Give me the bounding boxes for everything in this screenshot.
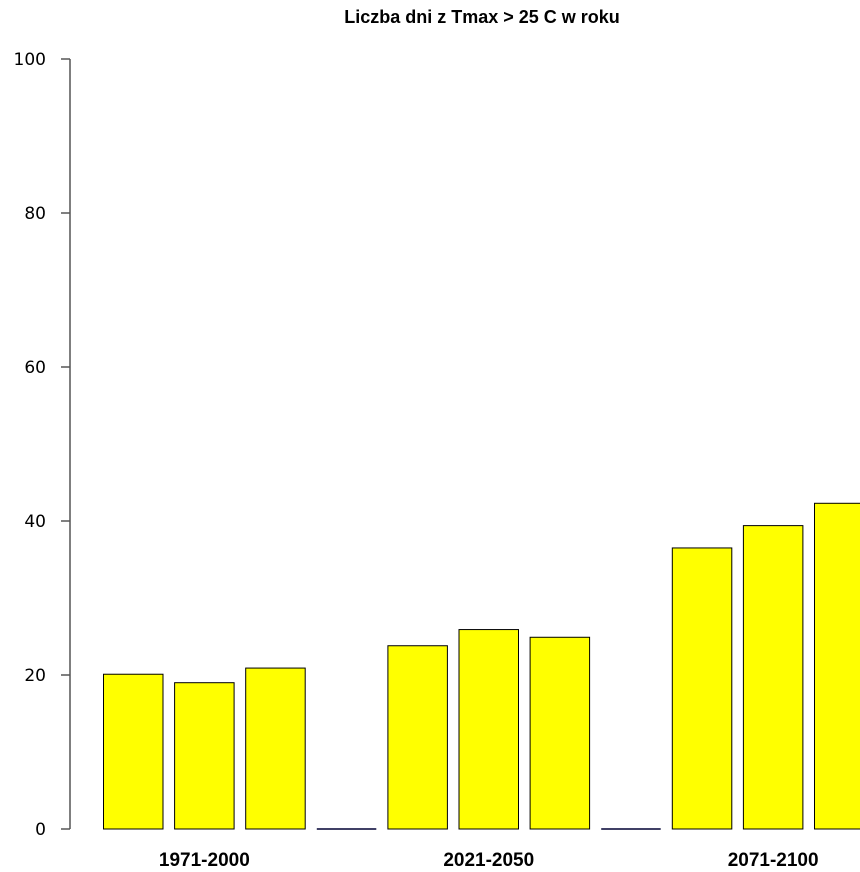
x-category-label: 2021-2050 xyxy=(443,850,534,871)
y-tick-label: 40 xyxy=(24,512,46,532)
bars xyxy=(103,502,860,830)
y-tick-label: 100 xyxy=(14,50,46,70)
y-tick-label: 0 xyxy=(35,820,46,840)
y-axis: 0 20 40 60 80 100 xyxy=(14,50,71,840)
bar-2071-2100-3 xyxy=(814,502,860,830)
bar-1971-2000-2 xyxy=(174,682,235,830)
bar-1971-2000-3 xyxy=(245,667,306,830)
bar-2021-2050-2 xyxy=(458,629,519,830)
chart-title: Liczba dni z Tmax > 25 C w roku xyxy=(344,7,620,27)
x-category-label: 1971-2000 xyxy=(159,850,250,871)
bar-2071-2100-2 xyxy=(742,525,804,830)
y-tick-label: 20 xyxy=(24,666,46,686)
y-tick-label: 60 xyxy=(24,358,46,378)
bar-2071-2100-1 xyxy=(671,547,733,830)
x-axis-labels: 1971-2000 2021-2050 2071-2100 xyxy=(159,850,819,871)
y-tick-label: 80 xyxy=(24,204,46,224)
bar-2021-2050-1 xyxy=(387,645,448,830)
bar-2021-2050-3 xyxy=(529,636,591,830)
bar-1971-2000-1 xyxy=(103,673,164,830)
x-category-label: 2071-2100 xyxy=(728,850,819,871)
